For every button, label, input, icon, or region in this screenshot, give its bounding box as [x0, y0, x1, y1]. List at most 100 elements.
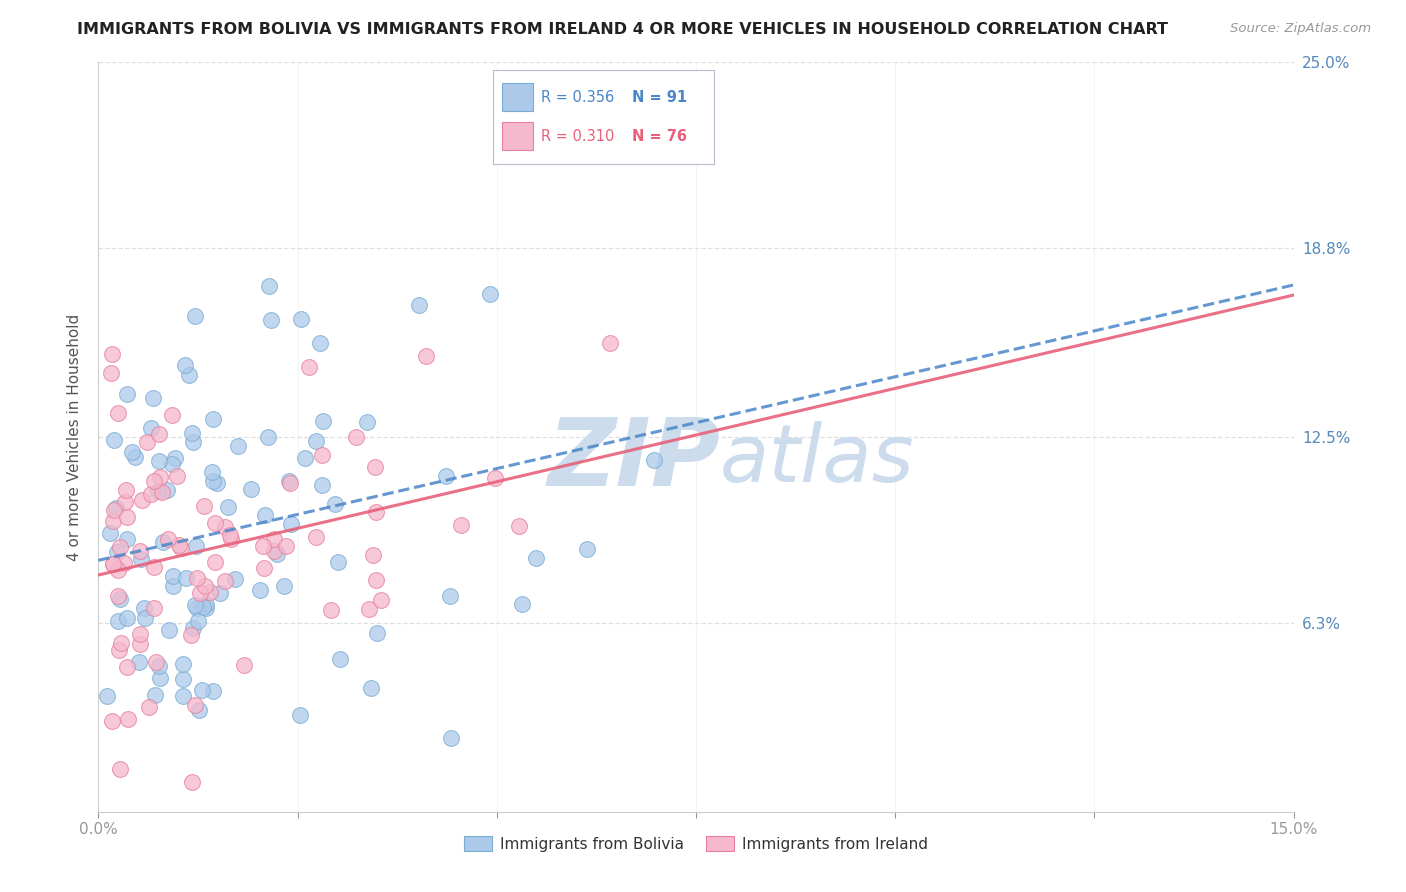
Point	[309, 335, 332, 350]
Point	[184, 599, 207, 613]
Point	[143, 475, 166, 489]
Text: ZIP: ZIP	[547, 414, 720, 506]
Point	[162, 579, 184, 593]
Point	[311, 448, 333, 462]
Point	[249, 582, 271, 597]
Point	[643, 453, 665, 467]
Point	[181, 774, 204, 789]
Point	[366, 505, 388, 519]
Point	[219, 532, 242, 546]
Point	[108, 643, 131, 657]
Point	[294, 450, 316, 465]
Point	[112, 557, 135, 571]
Point	[201, 465, 224, 479]
Point	[128, 655, 150, 669]
Point	[273, 579, 295, 593]
Point	[115, 532, 138, 546]
Point	[252, 540, 274, 554]
Point	[103, 433, 125, 447]
Point	[101, 557, 124, 571]
Point	[107, 589, 129, 603]
Point	[200, 584, 222, 599]
Point	[201, 475, 224, 489]
Point	[195, 601, 218, 615]
Point	[117, 712, 139, 726]
Point	[128, 543, 150, 558]
Point	[450, 518, 472, 533]
Point	[156, 483, 179, 497]
Point	[364, 460, 387, 475]
Point	[253, 508, 276, 522]
Point	[100, 714, 122, 729]
Point	[311, 478, 333, 492]
Point	[186, 571, 208, 585]
Point	[165, 450, 187, 465]
Point	[366, 573, 388, 587]
Point	[186, 601, 208, 615]
Point	[207, 475, 229, 490]
Point	[129, 552, 152, 566]
Point	[512, 597, 534, 611]
Point	[524, 551, 547, 566]
Point	[224, 572, 246, 586]
Point	[101, 346, 124, 360]
Point	[256, 430, 278, 444]
Point	[146, 483, 169, 498]
Point	[141, 421, 163, 435]
Point	[117, 387, 139, 401]
Point	[115, 611, 138, 625]
Point	[599, 336, 621, 351]
Point	[184, 698, 207, 713]
Point	[148, 658, 170, 673]
Point	[149, 671, 172, 685]
Point	[193, 600, 215, 615]
Point	[157, 532, 180, 546]
Point	[100, 366, 122, 380]
Point	[179, 368, 201, 382]
Point	[290, 311, 312, 326]
Point	[152, 535, 174, 549]
Point	[150, 484, 173, 499]
Point	[121, 445, 143, 459]
Point	[108, 540, 131, 554]
Point	[160, 457, 183, 471]
Point	[266, 547, 288, 561]
Point	[253, 561, 276, 575]
Point	[180, 425, 202, 440]
Point	[188, 703, 211, 717]
Point	[366, 626, 388, 640]
Point	[117, 509, 139, 524]
Point	[193, 499, 215, 513]
Text: Source: ZipAtlas.com: Source: ZipAtlas.com	[1230, 22, 1371, 36]
Point	[129, 637, 152, 651]
Point	[204, 516, 226, 531]
Point	[142, 559, 165, 574]
Point	[188, 586, 211, 600]
Point	[239, 482, 262, 496]
Point	[169, 538, 191, 552]
Point	[101, 558, 124, 572]
Point	[142, 392, 165, 406]
Point	[136, 434, 159, 449]
Point	[180, 628, 202, 642]
Point	[172, 690, 194, 704]
Point	[201, 412, 224, 426]
Point	[217, 500, 239, 514]
Point	[160, 408, 183, 422]
Point	[162, 569, 184, 583]
Point	[226, 439, 249, 453]
Point	[107, 563, 129, 577]
Point	[157, 624, 180, 638]
Point	[174, 358, 197, 372]
Point	[149, 470, 172, 484]
Point	[145, 655, 167, 669]
Point	[108, 762, 131, 776]
Point	[290, 707, 312, 722]
Point	[415, 349, 437, 363]
Point	[183, 309, 205, 323]
Point	[277, 475, 299, 489]
Point	[103, 514, 125, 528]
Point	[194, 597, 217, 611]
Point	[201, 683, 224, 698]
Point	[298, 359, 321, 374]
